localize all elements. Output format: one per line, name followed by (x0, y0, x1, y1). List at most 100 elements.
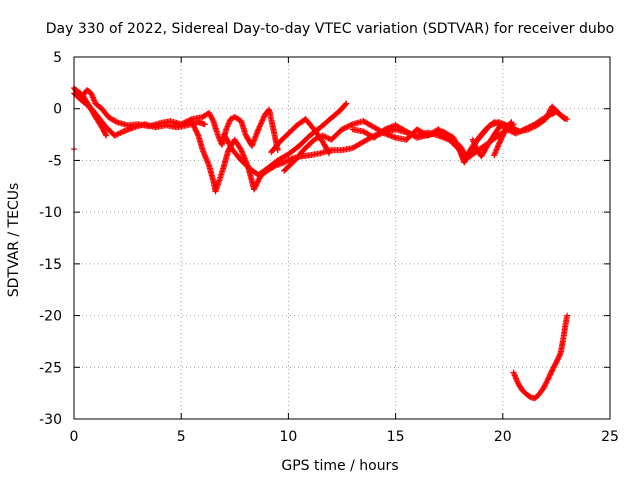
x-tick-label: 5 (177, 429, 186, 445)
data-point-marker (495, 141, 502, 148)
x-tick-label: 10 (279, 429, 297, 445)
data-point-marker (529, 122, 536, 129)
data-point-marker (553, 359, 560, 366)
data-point-marker (557, 351, 564, 358)
data-point-marker (547, 371, 554, 378)
data-point-marker (325, 148, 332, 155)
series-arc-3 (73, 87, 110, 139)
data-point-marker (255, 176, 262, 183)
data-point-marker (522, 125, 529, 132)
y-tick-label: -20 (39, 309, 62, 325)
data-point-marker (556, 352, 563, 359)
data-point-marker (103, 132, 110, 139)
chart-title: Day 330 of 2022, Sidereal Day-to-day VTE… (46, 21, 614, 37)
plot-frame (73, 56, 611, 420)
data-point-marker (345, 123, 352, 130)
data-point-marker (254, 179, 261, 186)
y-axis-ticks: 5 0 -5 -10 -15 -20 -25 -30 (39, 50, 610, 428)
data-point-marker (191, 124, 198, 131)
y-tick-label: -25 (39, 360, 62, 376)
data-point-marker (554, 357, 561, 364)
data-point-marker (496, 139, 503, 146)
data-point-marker (192, 127, 199, 134)
y-tick-label: -10 (39, 205, 62, 221)
data-point-marker (496, 140, 503, 147)
data-point-marker (555, 355, 562, 362)
data-point-marker (546, 372, 553, 379)
series-arc-11 (510, 312, 571, 402)
data-point-marker (192, 125, 199, 132)
data-point-marker (564, 116, 571, 123)
y-axis-label: SDTVAR / TECUs (6, 183, 22, 298)
data-point-marker (201, 121, 208, 128)
data-point-marker (194, 131, 201, 138)
data-point-marker (525, 124, 532, 131)
data-point-marker (549, 110, 556, 117)
data-point-marker (545, 375, 552, 382)
data-point-marker (194, 129, 201, 136)
data-point-marker (498, 135, 505, 142)
x-tick-label: 15 (387, 429, 405, 445)
data-point-marker (548, 111, 555, 118)
grid-lines (74, 57, 610, 419)
x-tick-label: 20 (494, 429, 512, 445)
data-point-marker (554, 356, 561, 363)
series-arc-4 (188, 103, 568, 195)
data-point-marker (497, 136, 504, 143)
data-point-marker (189, 120, 196, 127)
data-point-marker (251, 186, 258, 193)
data-point-marker (252, 183, 259, 190)
series-arc-5 (221, 100, 350, 178)
y-tick-label: 5 (53, 50, 62, 66)
data-point-marker (253, 182, 260, 189)
data-point-marker (547, 370, 554, 377)
x-axis-ticks: 0 5 10 15 20 25 (70, 57, 619, 445)
data-point-marker (542, 113, 549, 120)
data-point-marker (523, 125, 530, 132)
data-point-marker (546, 374, 553, 381)
data-point-marker (341, 125, 348, 132)
data-point-marker (193, 128, 200, 135)
data-point-marker (254, 178, 261, 185)
data-point-marker (544, 113, 551, 120)
data-point-marker (546, 112, 553, 119)
data-point-marker (190, 121, 197, 128)
data-point-marker (190, 123, 197, 130)
data-point-marker (548, 368, 555, 375)
y-tick-label: -15 (39, 257, 62, 273)
series-arc-8 (349, 121, 517, 164)
x-tick-label: 25 (601, 429, 619, 445)
data-point-marker (544, 378, 551, 385)
data-point-marker (544, 376, 551, 383)
data-point-marker (526, 123, 533, 130)
data-point-marker (343, 100, 350, 107)
data-point-marker (342, 101, 349, 108)
data-point-marker (209, 116, 216, 123)
data-point-marker (508, 119, 515, 126)
data-point-marker (326, 150, 333, 157)
data-point-marker (347, 122, 354, 129)
data-point-marker (102, 131, 109, 138)
data-point-marker (339, 126, 345, 133)
y-tick-label: -30 (39, 412, 62, 428)
data-series (71, 85, 571, 402)
data-point-marker (251, 185, 258, 192)
y-tick-label: 0 (53, 102, 62, 118)
data-point-marker (507, 120, 514, 127)
data-point-marker (188, 119, 195, 126)
data-point-marker (527, 123, 534, 130)
data-point-marker (564, 312, 571, 319)
data-point-marker (521, 126, 528, 133)
data-point-marker (253, 181, 260, 188)
series-arc-10 (491, 119, 515, 159)
data-point-marker (343, 124, 350, 131)
data-point-marker (237, 145, 244, 152)
x-axis-label: GPS time / hours (281, 458, 398, 474)
data-point-marker (552, 360, 559, 367)
y-tick-label: -5 (48, 153, 62, 169)
x-tick-label: 0 (70, 429, 79, 445)
data-point-marker (555, 353, 562, 360)
data-point-marker (348, 121, 355, 128)
data-point-marker (499, 133, 506, 140)
